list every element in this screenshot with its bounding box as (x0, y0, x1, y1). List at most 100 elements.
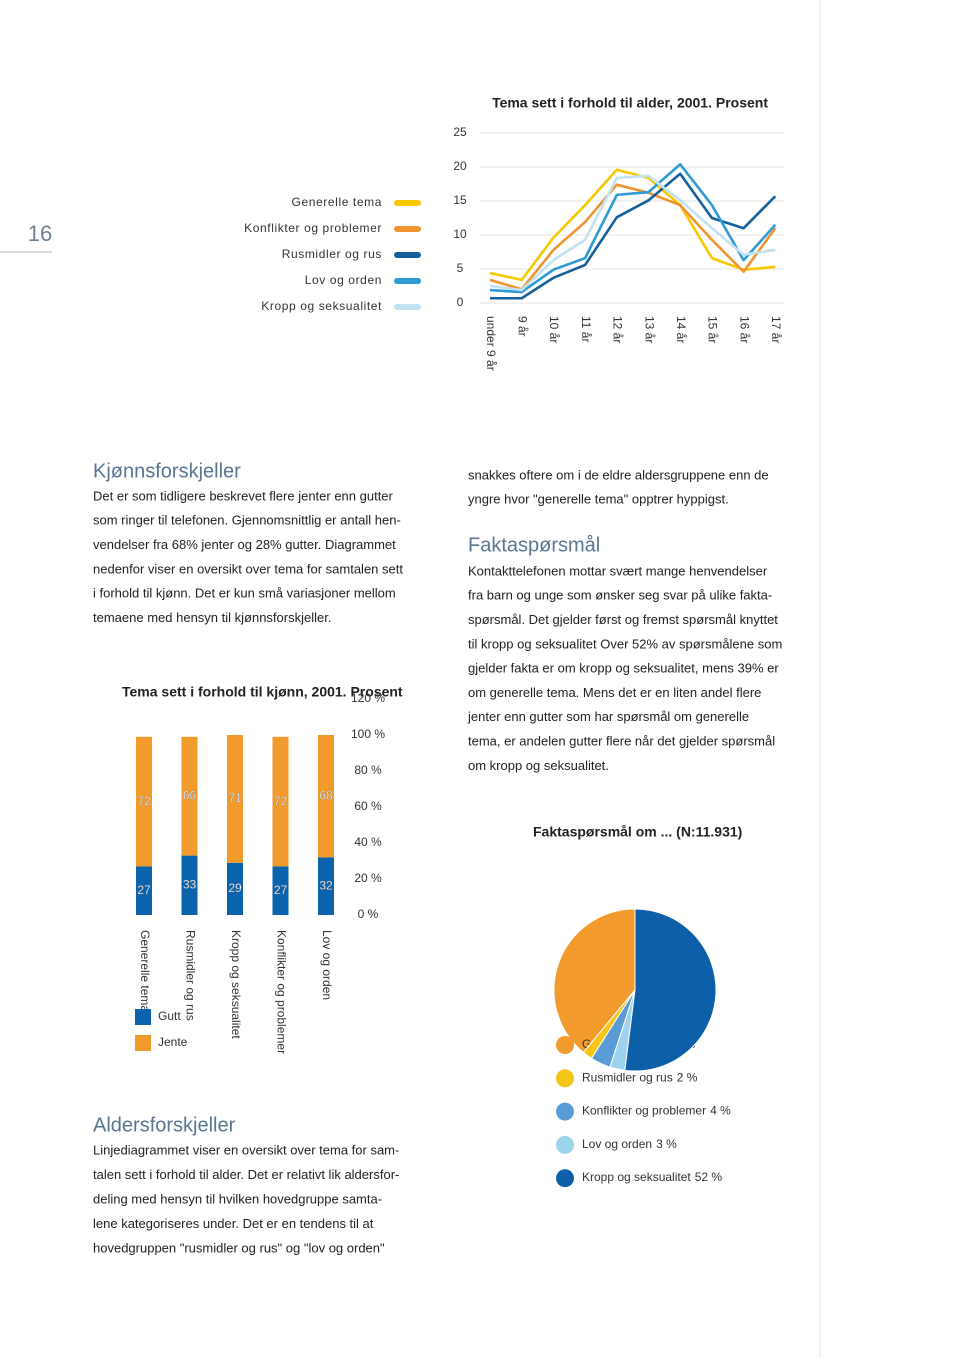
legend-value: 3 % (656, 1137, 677, 1151)
body-line: yngre hvor "generelle tema" opptrer hypp… (468, 492, 729, 507)
legend-label: Rusmidler og rus 2 % (582, 1070, 698, 1084)
body-line: temaene med hensyn til kjønnsforskjeller… (93, 610, 331, 625)
legend-label: Rusmidler og rus (282, 247, 382, 261)
bar-segment (272, 736, 289, 867)
x-tick-label: Lov og orden (320, 930, 334, 1000)
body-line: tema, er andelen gutter flere når det gj… (468, 734, 775, 749)
y-tick-label: 20 % (354, 871, 382, 885)
body-line: jenter enn gutter som har spørsmål om ge… (467, 709, 749, 724)
legend-value: 4 % (710, 1104, 731, 1118)
body-line: til kropp og seksualitet Over 52% av spø… (468, 636, 782, 651)
y-tick-label: 5 (457, 261, 464, 275)
value-label: 27 (137, 883, 151, 897)
x-tick-label: 15 år (706, 316, 720, 343)
body-line: om kropp og seksualitet. (468, 758, 609, 773)
legend-name: Lov og orden (582, 1137, 652, 1151)
y-tick-label: 60 % (354, 799, 382, 813)
y-tick-label: 10 (453, 227, 467, 241)
body-line: hovedgruppen "rusmidler og rus" og "lov … (93, 1240, 385, 1255)
pie-slice (624, 908, 717, 1072)
y-tick-label: 15 (453, 193, 467, 207)
x-tick-label: 9 år (516, 316, 530, 337)
bar-segment (136, 736, 152, 867)
x-tick-label: Konflikter og problemer (274, 930, 288, 1054)
series-line (490, 172, 777, 300)
x-tick-label: Kropp og seksualitet (229, 930, 243, 1039)
body-line: lene kategoriseres under. Det er en tend… (93, 1216, 374, 1231)
legend-name: Rusmidler og rus (582, 1070, 673, 1084)
body-line: talen sett i forhold til alder. Det er r… (93, 1167, 399, 1182)
body-line: i forhold til kjønn. Det er kun små vari… (93, 586, 396, 601)
legend-swatch (135, 1035, 151, 1051)
legend-label: Kropp og seksualitet 52 % (582, 1170, 722, 1184)
legend-swatch (556, 1169, 574, 1188)
section-heading: Faktaspørsmål (468, 534, 600, 556)
body-line: nedenfor viser en oversikt over tema for… (93, 561, 403, 576)
legend-label: Generelle tema (292, 195, 382, 209)
body-line: fra barn og unge som ønsker seg svar på … (468, 588, 772, 603)
x-tick-label: under 9 år (484, 316, 498, 371)
chart-title: Tema sett i forhold til kjønn, 2001. Pro… (122, 684, 403, 700)
legend-swatch (135, 1009, 151, 1025)
body-line: spørsmål. Det gjelder først og fremst sp… (468, 612, 778, 627)
bar-segment (181, 736, 198, 856)
bar-segment (181, 855, 198, 915)
x-tick-label: 10 år (547, 316, 561, 343)
value-label: 29 (228, 881, 242, 895)
page-number: 16 (28, 221, 52, 246)
body-line: om generelle tema. Mens det er en liten … (468, 685, 761, 700)
series-line (489, 168, 776, 282)
y-tick-label: 0 (457, 295, 464, 309)
body-line: som ringer til telefonen. Gjennomsnittli… (93, 513, 401, 528)
x-tick-label: 14 år (674, 316, 688, 343)
legend-value: 52 % (695, 1170, 723, 1184)
bar-segment (136, 866, 152, 915)
legend-swatch (556, 1036, 574, 1054)
value-label: 32 (319, 878, 333, 892)
bar-segment (227, 735, 243, 863)
legend-name: Kropp og seksualitet (582, 1170, 691, 1184)
chart-title: Faktaspørsmål om ... (N:11.931) (533, 824, 742, 840)
x-tick-label: 13 år (642, 316, 656, 343)
pie-slice (553, 908, 636, 1054)
y-tick-label: 80 % (354, 763, 382, 777)
bar-segment (318, 857, 334, 915)
value-label: 27 (274, 883, 288, 897)
y-tick-label: 120 % (351, 691, 385, 705)
y-tick-label: 0 % (358, 907, 379, 921)
x-tick-label: Rusmidler og rus (183, 930, 197, 1021)
x-tick-label: 17 år (769, 316, 783, 343)
legend-label: Konflikter og problemer (244, 221, 382, 235)
legend-name: Konflikter og problemer (582, 1104, 706, 1118)
value-label: 72 (137, 794, 151, 808)
legend-label: Kropp og seksualitet (261, 299, 382, 313)
legend-value: 2 % (677, 1070, 698, 1084)
x-tick-label: Generelle tema (138, 930, 152, 1012)
series-line (489, 174, 776, 292)
y-tick-label: 40 % (354, 835, 382, 849)
section-heading: Kjønnsforskjeller (93, 460, 241, 482)
legend-label: Gutt (158, 1009, 181, 1023)
x-tick-label: 11 år (579, 316, 593, 342)
y-tick-label: 25 (453, 125, 467, 139)
y-tick-label: 20 (453, 159, 467, 173)
legend-label: Jente (158, 1035, 188, 1049)
legend-swatch (556, 1135, 574, 1154)
section-heading: Aldersforskjeller (93, 1114, 236, 1136)
value-label: 72 (274, 794, 288, 808)
body-line: Det er som tidligere beskrevet flere jen… (93, 488, 394, 503)
value-label: 66 (183, 788, 197, 802)
legend-label: Konflikter og problemer 4 % (582, 1104, 731, 1118)
bar-segment (318, 735, 334, 858)
chart-title: Tema sett i forhold til alder, 2001. Pro… (492, 95, 768, 111)
body-line: deling med hensyn til hvilken hovedgrupp… (93, 1191, 382, 1206)
y-tick-label: 100 % (351, 727, 385, 741)
x-tick-label: 12 år (611, 316, 625, 343)
legend-label: Lov og orden 3 % (582, 1137, 677, 1151)
legend-swatch (556, 1069, 574, 1088)
value-label: 68 (319, 788, 333, 802)
body-line: gjelder fakta er om kropp og seksualitet… (468, 661, 779, 676)
bar-segment (227, 862, 243, 915)
